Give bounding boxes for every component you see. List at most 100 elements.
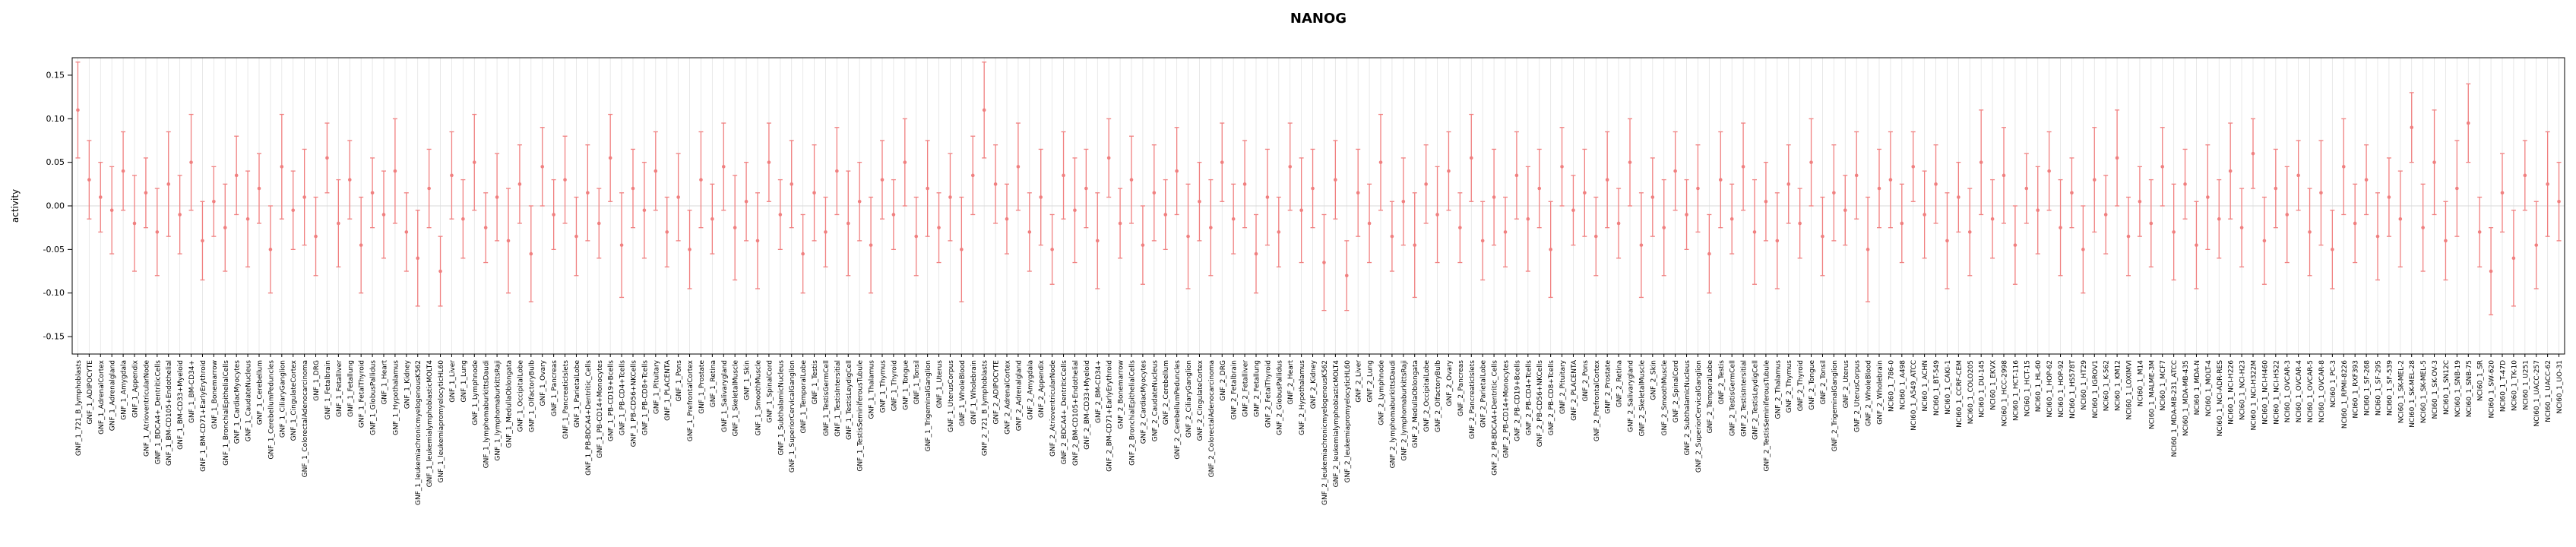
x-tick-label: NCI60_1_UACC-62: [2545, 360, 2552, 422]
x-tick-label: NCI60_1_M14: [2137, 360, 2144, 406]
x-tick-label: GNF_2_BM-CD71+EarlyErythroid: [1106, 360, 1114, 472]
data-point: [1039, 195, 1043, 199]
data-point: [2228, 169, 2233, 173]
data-point: [755, 239, 760, 243]
data-point: [1798, 221, 1802, 226]
x-tick-label: GNF_1_SpinalCord: [766, 360, 774, 422]
data-point: [982, 108, 986, 112]
x-tick-label: GNF_2_SkeletalMuscle: [1638, 360, 1646, 437]
data-point: [1934, 182, 1938, 186]
x-tick-label: GNF_1_lymphomaburkittsDaudi: [483, 360, 491, 468]
x-tick-label: GNF_2_Uterus: [1843, 360, 1850, 409]
data-point: [801, 251, 805, 256]
data-point: [2115, 156, 2119, 160]
x-tick-label: GNF_1_OccipitalLobe: [517, 360, 524, 432]
data-point: [835, 169, 839, 173]
data-point: [2217, 217, 2221, 221]
data-point: [812, 191, 816, 195]
x-tick-label: GNF_2_Fetalbrain: [1231, 360, 1239, 420]
data-point: [2172, 230, 2176, 234]
data-point: [1118, 221, 1122, 226]
x-tick-label: NCI60_1_MCF7: [2160, 360, 2167, 411]
data-point: [404, 230, 409, 234]
x-tick-label: GNF_1_BM-CD33+Myeloid: [177, 360, 185, 450]
x-tick-label: GNF_2_lymphomaburkittsDaudi: [1389, 360, 1397, 468]
data-point: [2353, 221, 2357, 226]
x-tick-label: GNF_1_leukemiachronicmyelogenousK562: [415, 360, 422, 505]
x-tick-label: GNF_1_Lung: [460, 360, 468, 403]
x-tick-label: GNF_2_Heart: [1287, 360, 1295, 405]
x-tick-label: GNF_2_PancreaticIslets: [1469, 360, 1476, 439]
x-tick-label: GNF_1_Pancreas: [551, 360, 559, 416]
x-tick-label: GNF_1_DRG: [313, 360, 321, 401]
data-point: [880, 178, 885, 182]
data-point: [2274, 186, 2278, 191]
data-point: [1175, 169, 1179, 173]
data-point: [688, 248, 691, 251]
data-point: [155, 230, 160, 234]
x-tick-label: NCI60_1_OVCAR-8: [2318, 360, 2326, 423]
x-tick-label: GNF_2_UterusCorpus: [1854, 360, 1862, 432]
data-point: [2511, 256, 2516, 261]
x-tick-label: GNF_2_Appendix: [1038, 359, 1046, 418]
x-tick-label: GNF_2_Cerebellum: [1163, 360, 1170, 425]
y-tick-label: 0.15: [46, 70, 65, 80]
data-point: [2387, 195, 2391, 199]
x-tick-label: NCI60_1_RPMI-8226: [2341, 360, 2349, 428]
data-point: [370, 191, 375, 195]
data-point: [1265, 195, 1270, 199]
x-tick-label: GNF_2_PB-CD8+Tcells: [1548, 360, 1555, 435]
x-tick-label: NCI60_1_MDA-MB-231_ATCC: [2171, 360, 2179, 457]
data-point: [291, 208, 296, 213]
data-point: [2489, 269, 2493, 274]
data-point: [1900, 221, 1904, 226]
x-tick-label: GNF_1_MedullaOblongata: [506, 360, 514, 448]
data-point: [574, 234, 578, 239]
x-tick-label: GNF_2_Hypothalamus: [1299, 360, 1306, 435]
data-point: [1356, 191, 1360, 195]
data-point: [109, 208, 114, 213]
data-point: [1945, 239, 1949, 243]
x-tick-label: GNF_1_WholeBlood: [959, 360, 967, 426]
data-point: [1095, 239, 1100, 243]
data-point: [1923, 213, 1926, 217]
x-tick-label: GNF_2_PB-CD56+NKCells: [1536, 360, 1544, 447]
data-point: [1616, 221, 1621, 226]
data-point: [631, 186, 635, 191]
data-point: [540, 165, 545, 169]
x-tick-label: GNF_2_Fetallung: [1254, 360, 1261, 417]
data-point: [461, 217, 465, 221]
x-tick-label: GNF_2_BronchialEpithelialCells: [1129, 360, 1137, 466]
x-tick-label: GNF_1_UterusCorpus: [948, 360, 955, 432]
x-tick-label: GNF_2_leukemiapromyelocyticHL60: [1344, 360, 1352, 483]
x-tick-label: GNF_1_SkeletalMuscle: [733, 360, 740, 437]
x-tick-label: GNF_1_Kidney: [403, 359, 411, 409]
x-tick-label: NCI60_1_MOLT-4: [2205, 360, 2213, 416]
x-tick-label: NCI60_1_EKVX: [1990, 360, 1998, 410]
x-tick-label: GNF_1_leukemiapromyelocyticHL60: [438, 360, 445, 483]
x-tick-label: GNF_1_721_B_lymphoblasts: [75, 360, 83, 456]
data-point: [2331, 248, 2334, 251]
data-point: [2523, 173, 2527, 178]
data-point: [2195, 243, 2198, 247]
y-tick-label: 0.05: [46, 157, 65, 167]
y-axis-label: activity: [10, 189, 21, 223]
x-tick-label: NCI60_1_PC-3: [2330, 360, 2337, 408]
data-point: [1786, 182, 1791, 186]
x-tick-label: GNF_1_PB-CD4+Tcells: [619, 360, 627, 435]
x-tick-label: GNF_2_TestisLeydigCell: [1752, 360, 1760, 440]
x-tick-label: GNF_1_Bonemarrow: [211, 360, 219, 429]
data-point: [653, 169, 658, 173]
x-tick-label: GNF_2_WholeBlood: [1866, 360, 1873, 426]
x-tick-label: GNF_2_Liver: [1356, 360, 1363, 403]
data-point: [144, 191, 148, 195]
data-point: [178, 213, 182, 217]
data-point: [1583, 191, 1587, 195]
x-tick-label: GNF_2_Thyroid: [1797, 360, 1805, 411]
data-point: [1707, 251, 1711, 256]
data-point: [1186, 234, 1190, 239]
x-tick-label: GNF_2_PB-CD19+Bcells: [1514, 360, 1521, 441]
data-point: [2285, 213, 2290, 217]
data-point: [280, 165, 284, 169]
x-tick-label: GNF_2_721_B_lymphoblasts: [982, 360, 989, 456]
